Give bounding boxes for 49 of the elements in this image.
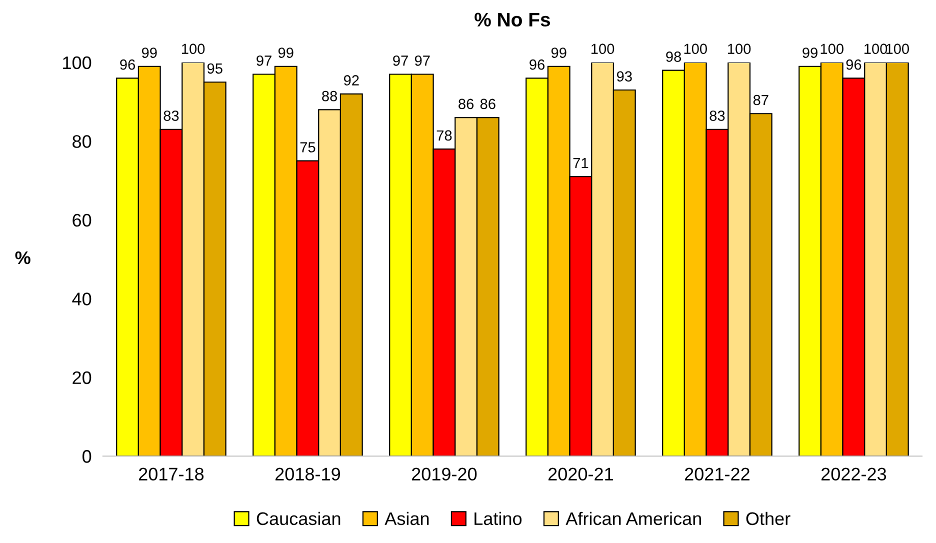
data-label: 100 — [728, 44, 751, 54]
data-label: 100 — [886, 44, 909, 54]
chart-title: % No Fs — [474, 12, 550, 27]
legend-label: Asian — [384, 512, 429, 526]
data-label: 100 — [864, 44, 888, 54]
data-label: 83 — [710, 110, 725, 121]
data-label: 98 — [666, 52, 682, 62]
data-label: 99 — [551, 48, 566, 58]
y-tick-label: 0 — [82, 450, 92, 463]
data-label: 100 — [591, 44, 614, 54]
data-label: 97 — [256, 55, 272, 66]
data-label: 100 — [182, 44, 205, 54]
y-tick-label: 80 — [72, 135, 92, 148]
data-label: 100 — [684, 44, 707, 54]
legend-label: African American — [566, 512, 701, 526]
data-label: 97 — [393, 55, 408, 66]
x-tick-label: 2019-20 — [412, 468, 477, 480]
y-tick-label: 100 — [63, 56, 92, 70]
x-tick-label: 2021-22 — [684, 468, 750, 480]
data-label: 99 — [278, 48, 294, 58]
data-label: 86 — [458, 98, 474, 110]
y-axis-title: % — [15, 251, 30, 264]
data-label: 96 — [120, 59, 135, 70]
y-tick-label: 20 — [72, 371, 92, 384]
data-label: 87 — [753, 94, 768, 106]
data-label: 83 — [164, 110, 179, 121]
data-label: 95 — [207, 63, 222, 74]
legend-label: Latino — [474, 512, 522, 526]
data-label: 100 — [820, 44, 844, 54]
data-label: 99 — [802, 48, 818, 58]
data-label: 86 — [480, 98, 496, 110]
data-label: 78 — [436, 130, 452, 141]
x-tick-label: 2018-19 — [275, 468, 340, 480]
x-tick-label: 2017-18 — [138, 468, 204, 480]
x-tick-label: 2020-21 — [548, 468, 613, 480]
legend-label: Caucasian — [256, 512, 340, 526]
data-label: 99 — [142, 48, 157, 58]
data-label: 92 — [344, 75, 359, 86]
data-label: 71 — [573, 158, 588, 168]
legend-label: Other — [746, 512, 790, 526]
data-label: 96 — [846, 59, 862, 70]
y-tick-label: 40 — [72, 292, 92, 306]
data-label: 75 — [300, 142, 316, 152]
data-label: 96 — [530, 59, 544, 70]
data-label: 88 — [322, 90, 338, 102]
y-tick-label: 60 — [72, 214, 92, 227]
data-label: 93 — [616, 71, 632, 82]
x-tick-label: 2022-23 — [821, 468, 886, 480]
data-label: 97 — [414, 55, 430, 66]
